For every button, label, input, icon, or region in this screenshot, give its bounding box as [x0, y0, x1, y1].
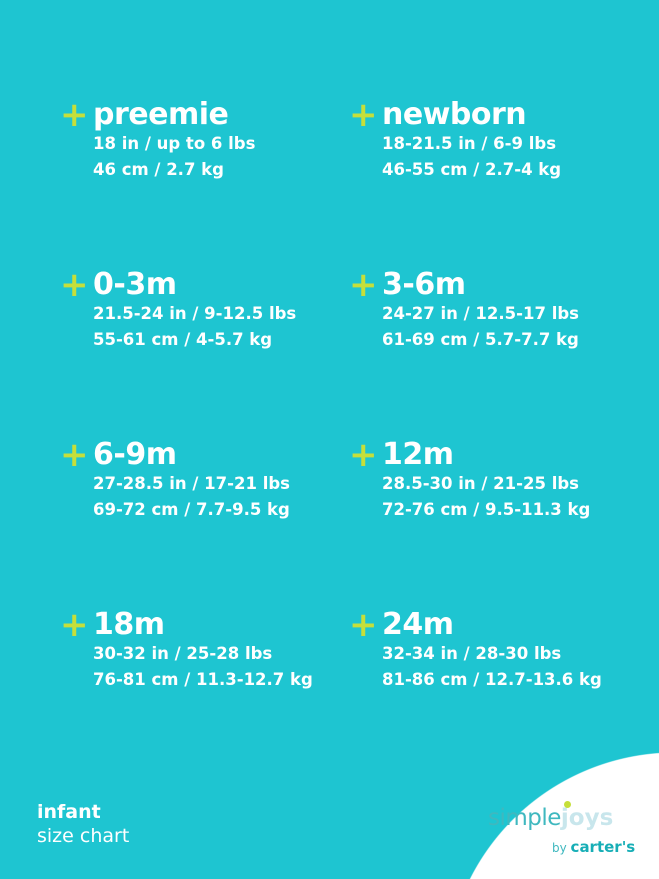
size-title: 0-3m	[93, 267, 177, 302]
size-imperial: 27-28.5 in / 17-21 lbs	[93, 474, 290, 493]
size-entry-12m: + 12m 28.5-30 in / 21-25 lbs 72-76 cm / …	[349, 438, 639, 528]
size-metric: 72-76 cm / 9.5-11.3 kg	[382, 500, 591, 519]
plus-icon: +	[349, 605, 378, 645]
simple-joys-logo: simple joys by carter's	[488, 801, 648, 856]
size-title: 6-9m	[93, 437, 177, 472]
plus-icon: +	[349, 435, 378, 475]
size-metric: 46-55 cm / 2.7-4 kg	[382, 160, 562, 179]
logo-joys: joys	[560, 805, 614, 831]
size-imperial: 18-21.5 in / 6-9 lbs	[382, 134, 557, 153]
size-title: newborn	[382, 97, 527, 132]
logo-byline: by carter's	[552, 838, 635, 856]
plus-icon: +	[60, 605, 89, 645]
size-entry-3-6m: + 3-6m 24-27 in / 12.5-17 lbs 61-69 cm /…	[349, 268, 639, 358]
plus-icon: +	[60, 265, 89, 305]
size-entry-newborn: + newborn 18-21.5 in / 6-9 lbs 46-55 cm …	[349, 98, 639, 188]
plus-icon: +	[60, 435, 89, 475]
logo-backdrop	[445, 752, 659, 879]
size-metric: 76-81 cm / 11.3-12.7 kg	[93, 670, 313, 689]
size-imperial: 32-34 in / 28-30 lbs	[382, 644, 562, 663]
size-entry-18m: + 18m 30-32 in / 25-28 lbs 76-81 cm / 11…	[60, 608, 350, 698]
size-entry-24m: + 24m 32-34 in / 28-30 lbs 81-86 cm / 12…	[349, 608, 639, 698]
size-metric: 46 cm / 2.7 kg	[93, 160, 224, 179]
size-imperial: 24-27 in / 12.5-17 lbs	[382, 304, 579, 323]
logo-by: by	[552, 841, 567, 855]
size-entry-preemie: + preemie 18 in / up to 6 lbs 46 cm / 2.…	[60, 98, 350, 188]
plus-icon: +	[60, 95, 89, 135]
size-metric: 81-86 cm / 12.7-13.6 kg	[382, 670, 602, 689]
size-title: preemie	[93, 97, 229, 132]
size-entry-6-9m: + 6-9m 27-28.5 in / 17-21 lbs 69-72 cm /…	[60, 438, 350, 528]
size-title: 12m	[382, 437, 454, 472]
logo-dot	[563, 801, 571, 808]
size-imperial: 21.5-24 in / 9-12.5 lbs	[93, 304, 297, 323]
size-title: 3-6m	[382, 267, 466, 302]
caption-title: infant	[37, 801, 101, 823]
size-imperial: 28.5-30 in / 21-25 lbs	[382, 474, 579, 493]
plus-icon: +	[349, 265, 378, 305]
size-title: 18m	[93, 607, 165, 642]
size-imperial: 30-32 in / 25-28 lbs	[93, 644, 273, 663]
size-imperial: 18 in / up to 6 lbs	[93, 134, 256, 153]
logo-brand: carter's	[570, 838, 636, 856]
size-title: 24m	[382, 607, 454, 642]
size-metric: 69-72 cm / 7.7-9.5 kg	[93, 500, 290, 519]
logo-joys-wrap: joys	[560, 801, 614, 831]
plus-icon: +	[349, 95, 378, 135]
size-metric: 61-69 cm / 5.7-7.7 kg	[382, 330, 579, 349]
logo-simple: simple	[488, 805, 561, 831]
size-metric: 55-61 cm / 4-5.7 kg	[93, 330, 273, 349]
chart-caption: infant size chart	[37, 800, 129, 848]
caption-subtitle: size chart	[37, 825, 130, 847]
size-entry-0-3m: + 0-3m 21.5-24 in / 9-12.5 lbs 55-61 cm …	[60, 268, 350, 358]
